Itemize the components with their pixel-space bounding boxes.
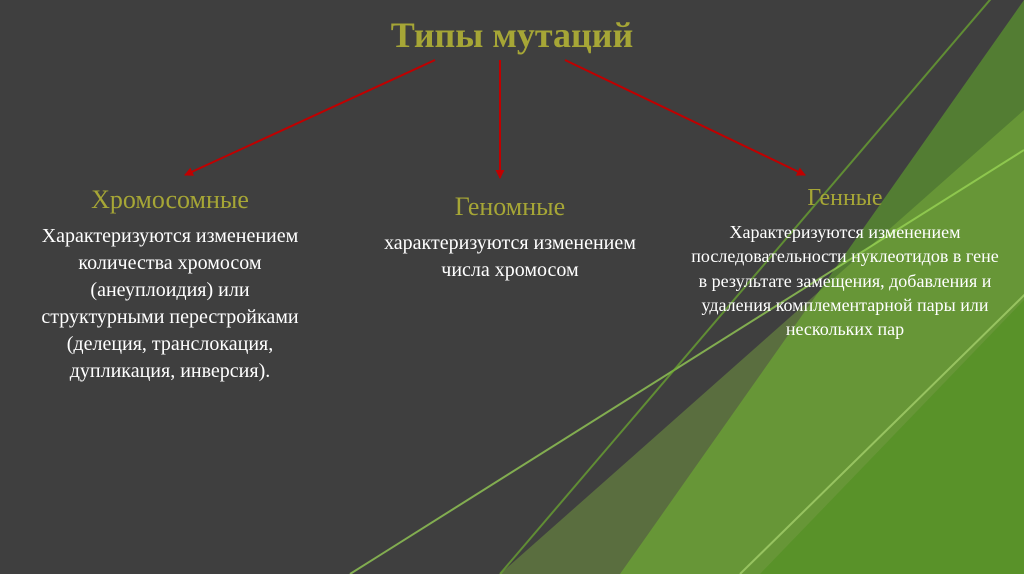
column-genomic: Геномные характеризуются изменением числ… bbox=[370, 192, 650, 284]
column-heading: Геномные bbox=[370, 192, 650, 222]
column-body: Характеризуются изменением последователь… bbox=[690, 220, 1000, 341]
slide: Типы мутаций Хромосомные Характеризуются… bbox=[0, 0, 1024, 574]
column-heading: Генные bbox=[690, 185, 1000, 212]
slide-title: Типы мутаций bbox=[0, 14, 1024, 56]
column-body: характеризуются изменением числа хромосо… bbox=[370, 230, 650, 284]
column-body: Характеризуются изменением количества хр… bbox=[30, 223, 310, 385]
column-chromosomal: Хромосомные Характеризуются изменением к… bbox=[30, 185, 310, 385]
column-gene: Генные Характеризуются изменением послед… bbox=[690, 185, 1000, 341]
column-heading: Хромосомные bbox=[30, 185, 310, 215]
